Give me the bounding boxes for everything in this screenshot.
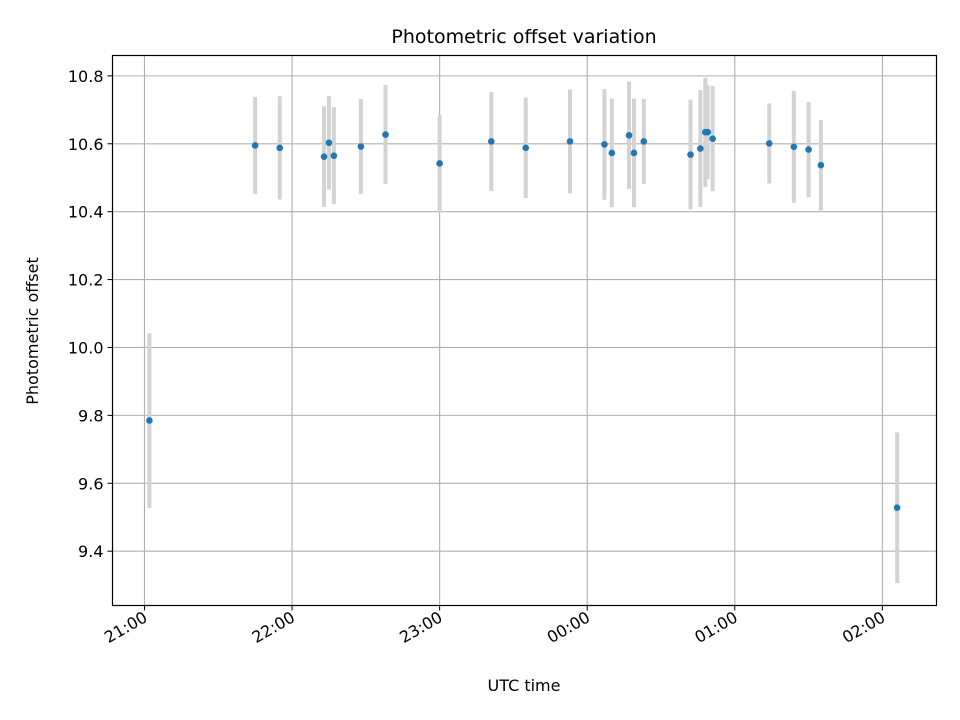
data-point — [320, 153, 328, 160]
data-point — [330, 152, 338, 159]
data-point — [640, 138, 648, 145]
data-point — [704, 128, 712, 136]
data-point — [601, 141, 608, 148]
data-point — [608, 149, 616, 157]
data-point — [325, 139, 333, 147]
data-point — [709, 135, 716, 142]
data-point — [522, 144, 530, 152]
y-tick-label: 10.0 — [68, 338, 104, 357]
data-point — [436, 160, 443, 167]
y-axis-label: Photometric offset — [23, 257, 42, 405]
chart-title: Photometric offset variation — [391, 26, 656, 48]
y-tick-label: 10.2 — [68, 271, 104, 290]
data-point — [487, 138, 495, 145]
data-point — [566, 138, 574, 145]
y-axis-ticks: 9.4 9.6 9.8 10.0 10.2 10.4 10.6 10.8 — [68, 67, 113, 561]
data-point — [893, 504, 901, 512]
y-tick-label: 10.6 — [68, 135, 104, 154]
data-point — [790, 143, 798, 151]
data-point — [251, 142, 259, 149]
data-point — [697, 145, 704, 152]
y-tick-label: 10.8 — [68, 67, 104, 86]
data-point — [687, 151, 694, 158]
plot-frame — [111, 54, 938, 607]
x-axis-label: UTC time — [488, 676, 561, 695]
data-point — [630, 149, 638, 157]
data-point — [817, 161, 825, 169]
y-tick-label: 9.6 — [78, 474, 103, 493]
data-point — [382, 131, 389, 138]
data-point — [805, 146, 812, 153]
data-points — [146, 128, 901, 512]
y-tick-label: 10.4 — [68, 203, 104, 222]
data-point — [625, 131, 633, 139]
data-point — [765, 140, 773, 147]
data-point — [146, 417, 153, 424]
y-tick-label: 9.8 — [78, 406, 103, 425]
data-point — [357, 143, 365, 150]
y-tick-label: 9.4 — [78, 542, 103, 561]
data-point — [276, 144, 284, 152]
